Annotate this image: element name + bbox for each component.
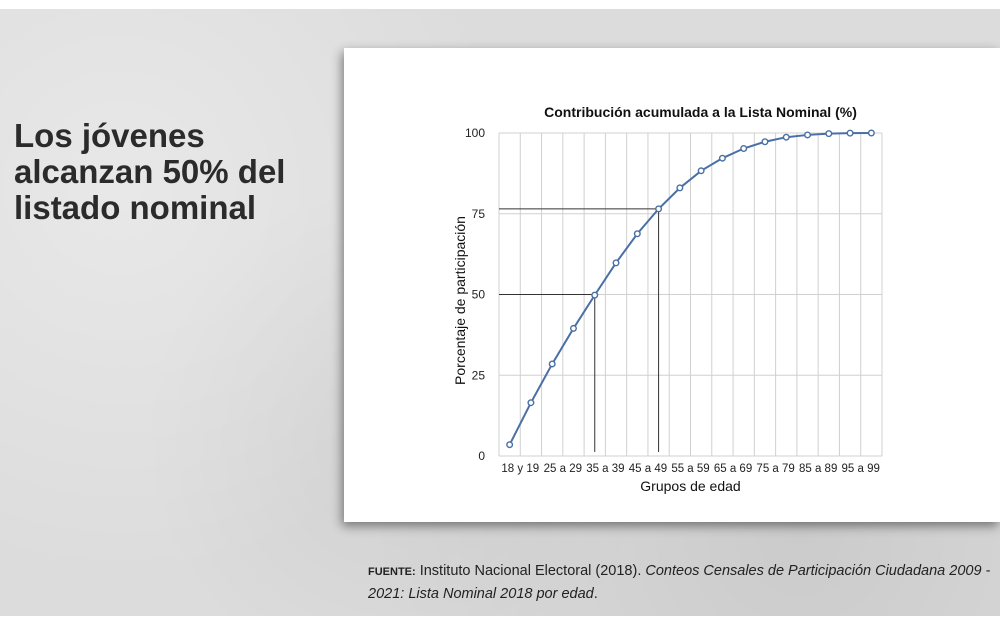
chart-card: 0 25 50 75 100 18 y 19 25 a 29 35 a 39 45 a 49 55… — [344, 48, 1000, 522]
x-tick-label: 85 a 89 — [799, 463, 837, 475]
x-tick-label: 35 a 39 — [586, 463, 624, 475]
headline: Los jóvenes alcanzan 50% del listado nom… — [14, 117, 286, 226]
y-tick-label: 25 — [472, 368, 486, 382]
data-point — [761, 138, 769, 146]
data-point — [718, 154, 726, 162]
data-point — [697, 167, 705, 175]
series-line — [508, 132, 872, 446]
x-tick-label: 65 a 69 — [714, 463, 752, 475]
data-point — [633, 230, 641, 238]
cumulative-line-chart: 0 25 50 75 100 18 y 19 25 a 29 35 a 39 45 a 49 55… — [452, 104, 883, 494]
data-point — [804, 131, 812, 139]
data-point — [569, 324, 577, 332]
y-tick-label: 50 — [472, 288, 486, 302]
data-point — [782, 133, 790, 141]
y-tick-label: 100 — [465, 126, 485, 140]
x-tick-label: 55 a 59 — [671, 463, 709, 475]
top-border-strip — [0, 0, 1000, 9]
source-label: FUENTE: — [368, 566, 416, 578]
source-end: . — [593, 586, 598, 602]
data-point — [591, 291, 599, 299]
data-point — [548, 360, 556, 368]
data-point — [867, 129, 875, 137]
data-point — [655, 205, 663, 213]
source-note: FUENTE: Instituto Nacional Electoral (20… — [368, 560, 993, 605]
x-tick-label: 45 a 49 — [629, 463, 667, 475]
y-tick-label: 0 — [478, 449, 485, 463]
data-point — [676, 184, 684, 192]
x-axis-title: Grupos de edad — [640, 478, 740, 494]
data-point — [506, 441, 514, 449]
source-text: Instituto Nacional Electoral (2018). — [419, 563, 642, 579]
x-tick-label: 75 a 79 — [756, 463, 794, 475]
data-point — [825, 130, 833, 138]
data-point — [612, 259, 620, 267]
data-point — [846, 129, 854, 137]
bottom-border-strip — [0, 616, 1000, 625]
x-tick-label: 18 y 19 — [501, 463, 539, 475]
data-point — [740, 145, 748, 153]
y-axis-title: Porcentaje de participación — [452, 216, 468, 385]
x-tick-label: 25 a 29 — [544, 463, 582, 475]
x-tick-label: 95 a 99 — [842, 463, 880, 475]
data-point — [527, 399, 535, 407]
chart-title: Contribución acumulada a la Lista Nomina… — [544, 104, 857, 120]
source-reference: Conteos Censales de Participación Ciudad… — [368, 563, 991, 602]
y-tick-label: 75 — [472, 207, 486, 221]
